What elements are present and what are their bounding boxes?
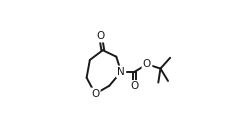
Text: N: N [117, 67, 125, 77]
Text: O: O [96, 31, 105, 41]
Text: O: O [96, 31, 105, 41]
Text: O: O [91, 89, 99, 99]
Text: O: O [91, 89, 99, 99]
Text: O: O [143, 59, 151, 69]
Text: O: O [143, 59, 151, 69]
Text: N: N [117, 67, 125, 77]
Text: O: O [130, 81, 139, 91]
Text: O: O [130, 81, 139, 91]
